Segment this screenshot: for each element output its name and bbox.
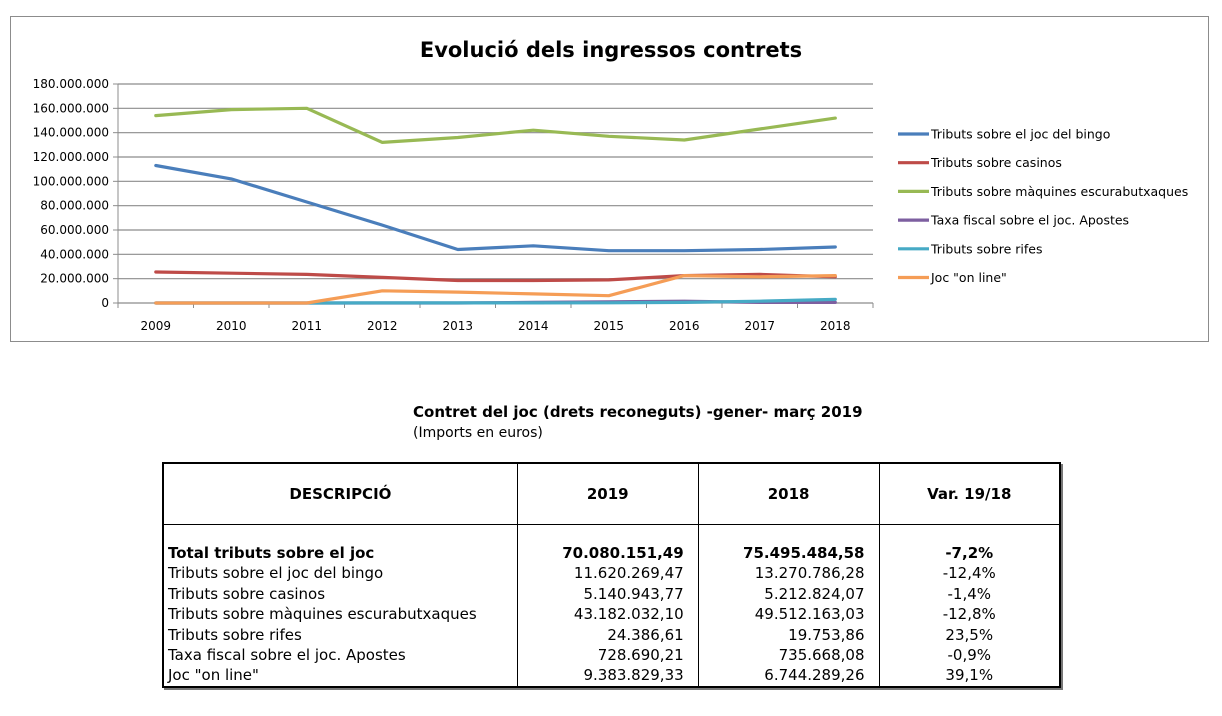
header-description: DESCRIPCIÓ — [162, 463, 518, 525]
row-value-2019: 70.080.151,49 — [516, 543, 699, 564]
line-chart: Evolució dels ingressos contrets 0 20.000… — [33, 38, 1189, 333]
row-variation: -1,4% — [878, 584, 1061, 605]
gridlines — [118, 83, 873, 304]
y-tick-label: 80.000.000 — [40, 199, 109, 213]
table-row: Tributs sobre el joc del bingo 11.620.26… — [162, 563, 1061, 585]
row-variation: -0,9% — [878, 645, 1061, 666]
series-lines — [154, 106, 837, 305]
row-value-2019: 24.386,61 — [516, 624, 699, 646]
x-tick-label: 2017 — [744, 319, 775, 333]
legend-label: Tributs sobre màquines escurabutxaques — [930, 184, 1188, 199]
row-value-2018: 49.512.163,03 — [697, 604, 880, 625]
x-tick-label: 2016 — [669, 319, 700, 333]
row-description: Tributs sobre el joc del bingo — [162, 563, 518, 585]
row-value-2018: 6.744.289,26 — [697, 665, 880, 687]
axes: 0 20.000.000 40.000.000 60.000.000 80.000.00… — [33, 77, 874, 333]
row-variation: 23,5% — [878, 624, 1061, 646]
row-variation: -12,8% — [878, 604, 1061, 625]
series-line-6 — [154, 274, 837, 305]
legend: Tributs sobre el joc del bingo Tributs so… — [898, 127, 1188, 285]
table-header-row: DESCRIPCIÓ 2019 2018 Var. 19/18 — [162, 463, 1061, 525]
row-value-2018: 13.270.786,28 — [697, 563, 880, 585]
spacer-row — [162, 524, 1061, 544]
row-value-2018: 75.495.484,58 — [697, 543, 880, 564]
legend-label: Joc "on line" — [930, 270, 1007, 285]
table-row: Tributs sobre casinos 5.140.943,77 5.212… — [162, 584, 1061, 605]
legend-label: Tributs sobre casinos — [930, 155, 1062, 170]
x-tick-label: 2015 — [593, 319, 624, 333]
table-subtitle: (Imports en euros) — [413, 425, 543, 441]
y-tick-label: 120.000.000 — [33, 150, 109, 164]
table-row: Joc "on line" 9.383.829,33 6.744.289,26 … — [162, 665, 1061, 687]
header-2018: 2018 — [697, 463, 880, 525]
legend-label: Taxa fiscal sobre el joc. Apostes — [930, 213, 1129, 228]
row-value-2018: 5.212.824,07 — [697, 584, 880, 605]
header-variation: Var. 19/18 — [878, 463, 1061, 525]
row-description: Tributs sobre màquines escurabutxaques — [162, 604, 518, 625]
chart-title: Evolució dels ingressos contrets — [420, 38, 802, 62]
x-tick-label: 2012 — [367, 319, 398, 333]
series-line-1 — [154, 163, 837, 253]
x-tick-label: 2011 — [291, 319, 322, 333]
row-value-2019: 9.383.829,33 — [516, 665, 699, 687]
row-value-2019: 728.690,21 — [516, 645, 699, 666]
y-tick-label: 0 — [101, 296, 109, 310]
row-variation: -7,2% — [878, 543, 1061, 564]
row-description: Taxa fiscal sobre el joc. Apostes — [162, 645, 518, 666]
row-description: Tributs sobre rifes — [162, 624, 518, 646]
row-value-2018: 19.753,86 — [697, 624, 880, 646]
y-tick-label: 180.000.000 — [33, 77, 109, 91]
table-row: Taxa fiscal sobre el joc. Apostes 728.69… — [162, 645, 1061, 666]
x-tick-label: 2010 — [216, 319, 247, 333]
legend-label: Tributs sobre rifes — [930, 241, 1043, 256]
table-title: Contret del joc (drets reconeguts) -gene… — [413, 403, 863, 421]
row-description: Tributs sobre casinos — [162, 584, 518, 605]
revenue-table: DESCRIPCIÓ 2019 2018 Var. 19/18 Total tr… — [162, 462, 1061, 688]
y-tick-label: 140.000.000 — [33, 126, 109, 140]
chart-container: Evolució dels ingressos contrets 0 20.000… — [10, 16, 1209, 342]
y-tick-label: 60.000.000 — [40, 223, 109, 237]
y-tick-label: 40.000.000 — [40, 247, 109, 261]
table-row: Tributs sobre rifes 24.386,61 19.753,86 … — [162, 624, 1061, 646]
table-row-total: Total tributs sobre el joc 70.080.151,49… — [162, 543, 1061, 564]
x-tick-label: 2014 — [518, 319, 549, 333]
x-tick-label: 2009 — [140, 319, 171, 333]
legend-label: Tributs sobre el joc del bingo — [930, 127, 1110, 142]
header-2019: 2019 — [516, 463, 699, 525]
y-tick-label: 100.000.000 — [33, 174, 109, 188]
row-value-2018: 735.668,08 — [697, 645, 880, 666]
y-tick-label: 160.000.000 — [33, 101, 109, 115]
x-tick-label: 2018 — [820, 319, 851, 333]
y-tick-label: 20.000.000 — [40, 272, 109, 286]
row-variation: -12,4% — [878, 563, 1061, 585]
x-tick-label: 2013 — [442, 319, 473, 333]
row-value-2019: 5.140.943,77 — [516, 584, 699, 605]
series-line-3 — [154, 106, 837, 145]
row-description: Total tributs sobre el joc — [162, 543, 518, 564]
row-description: Joc "on line" — [162, 665, 518, 687]
row-variation: 39,1% — [878, 665, 1061, 687]
row-value-2019: 43.182.032,10 — [516, 604, 699, 625]
row-value-2019: 11.620.269,47 — [516, 563, 699, 585]
table-row: Tributs sobre màquines escurabutxaques 4… — [162, 604, 1061, 625]
